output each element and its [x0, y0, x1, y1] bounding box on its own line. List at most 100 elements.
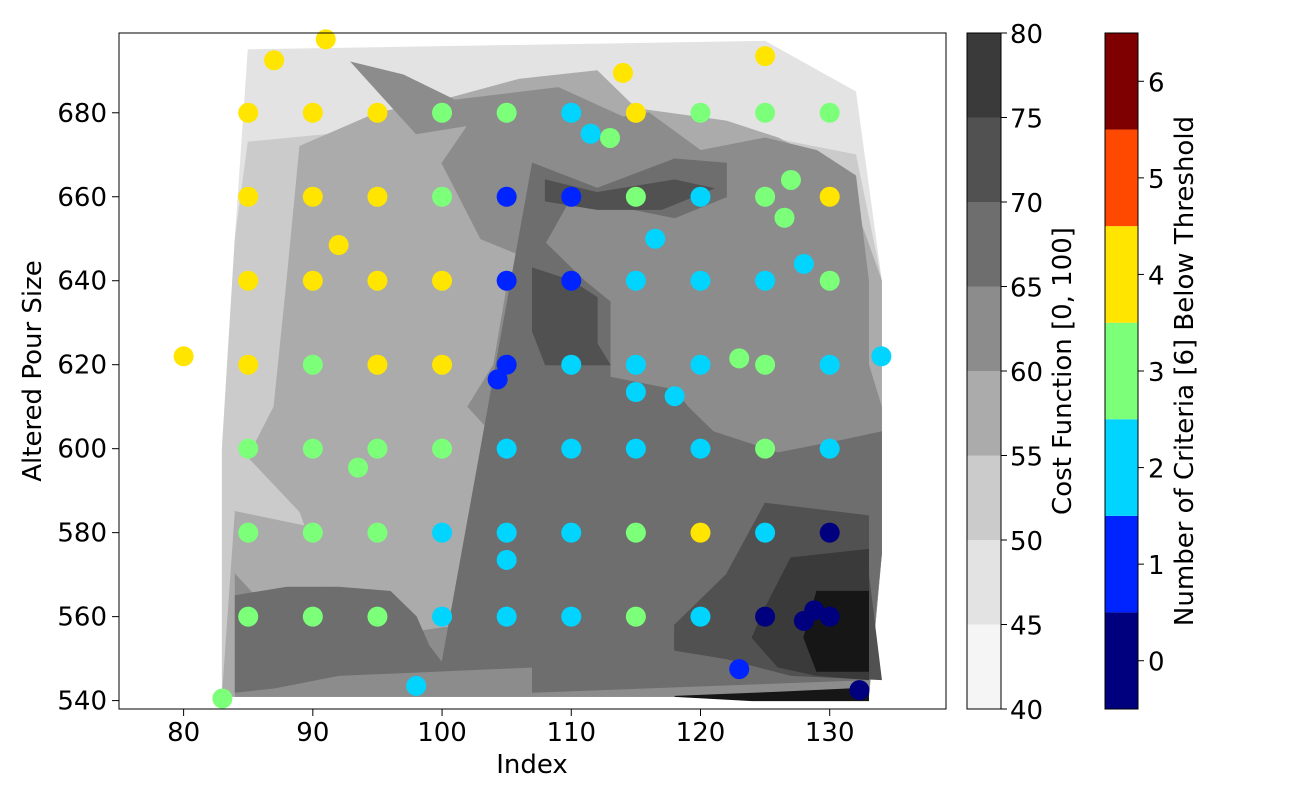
data-point — [690, 186, 711, 207]
cost-colorbar-tick-label: 40 — [1010, 696, 1043, 726]
cost-colorbar-tick-label: 45 — [1010, 612, 1043, 642]
y-tick-label: 580 — [57, 519, 107, 549]
data-point — [367, 438, 388, 459]
data-point — [238, 102, 259, 123]
criteria-colorbar-tick-label: 6 — [1148, 68, 1165, 98]
criteria-colorbar-segment — [1105, 515, 1138, 613]
data-point — [690, 522, 711, 543]
data-point — [367, 102, 388, 123]
scatter-points — [173, 29, 892, 709]
data-point — [496, 354, 517, 375]
data-point — [432, 606, 453, 627]
data-point — [819, 606, 840, 627]
data-point — [173, 346, 194, 367]
data-point — [645, 228, 666, 249]
data-point — [212, 688, 233, 709]
data-point — [755, 606, 776, 627]
data-point — [238, 438, 259, 459]
y-tick-label: 660 — [57, 183, 107, 213]
cost-colorbar-segment — [967, 33, 1001, 118]
cost-colorbar-segment — [967, 455, 1001, 540]
data-point — [432, 270, 453, 291]
y-tick-label: 600 — [57, 435, 107, 465]
data-point — [690, 354, 711, 375]
cost-colorbar-segment — [967, 540, 1001, 625]
data-point — [755, 354, 776, 375]
criteria-colorbar-tick-label: 0 — [1148, 648, 1165, 678]
data-point — [625, 606, 646, 627]
criteria-colorbar-tick-label: 1 — [1148, 551, 1165, 581]
data-point — [774, 207, 795, 228]
data-point — [496, 438, 517, 459]
data-point — [755, 186, 776, 207]
data-point — [780, 169, 801, 190]
data-point — [755, 438, 776, 459]
data-point — [755, 270, 776, 291]
data-point — [625, 354, 646, 375]
data-point — [367, 606, 388, 627]
data-point — [849, 680, 870, 701]
data-point — [496, 270, 517, 291]
data-point — [819, 186, 840, 207]
data-point — [755, 102, 776, 123]
data-point — [755, 522, 776, 543]
criteria-colorbar-segment — [1105, 129, 1138, 227]
data-point — [302, 102, 323, 123]
data-point — [600, 127, 621, 148]
data-point — [580, 123, 601, 144]
data-point — [238, 270, 259, 291]
contour-region — [234, 158, 882, 693]
data-point — [238, 522, 259, 543]
data-point — [561, 606, 582, 627]
data-point — [432, 102, 453, 123]
data-point — [561, 438, 582, 459]
criteria-colorbar-segment — [1105, 226, 1138, 323]
cost-colorbar-segment — [967, 117, 1001, 202]
criteria-colorbar-tick-label: 3 — [1148, 358, 1165, 388]
data-point — [238, 186, 259, 207]
data-point — [625, 186, 646, 207]
data-point — [664, 386, 685, 407]
data-point — [496, 102, 517, 123]
criteria-colorbar-segment — [1105, 33, 1138, 130]
plot-area — [118, 29, 947, 710]
data-point — [238, 354, 259, 375]
data-point — [625, 102, 646, 123]
data-point — [302, 270, 323, 291]
data-point — [804, 600, 825, 621]
y-tick-label: 620 — [57, 351, 107, 381]
cost-colorbar-tick-label: 70 — [1010, 189, 1043, 219]
data-point — [612, 62, 633, 83]
y-tick-label: 540 — [57, 687, 107, 717]
data-point — [264, 50, 285, 71]
data-point — [496, 549, 517, 570]
y-tick-label: 640 — [57, 267, 107, 297]
data-point — [432, 186, 453, 207]
data-point — [432, 522, 453, 543]
data-point — [561, 102, 582, 123]
data-point — [302, 438, 323, 459]
data-point — [367, 522, 388, 543]
y-axis-label: Altered Pour Size — [18, 260, 48, 482]
data-point — [819, 270, 840, 291]
cost-colorbar-segment — [967, 371, 1001, 456]
cost-colorbar-tick-label: 60 — [1010, 358, 1043, 388]
y-tick-label: 680 — [57, 99, 107, 129]
cost-colorbar: 40 45 50 55 60 65 70 75 80 — [966, 20, 1043, 726]
data-point — [690, 606, 711, 627]
cost-colorbar-segment — [967, 202, 1001, 287]
data-point — [690, 102, 711, 123]
data-point — [487, 369, 508, 390]
plot-frame — [118, 32, 947, 710]
criteria-colorbar-tick-label: 4 — [1148, 261, 1165, 291]
x-axis: 80 90 100 110 120 130 — [167, 709, 855, 748]
data-point — [729, 659, 750, 680]
data-point — [625, 381, 646, 402]
criteria-colorbar-tick-label: 5 — [1148, 165, 1165, 195]
y-axis: 540 560 580 600 620 640 660 680 — [57, 99, 119, 717]
data-point — [302, 354, 323, 375]
data-point — [625, 522, 646, 543]
data-point — [793, 253, 814, 274]
criteria-colorbar-label: Number of Criteria [6] Below Threshold — [1170, 116, 1200, 626]
data-point — [496, 606, 517, 627]
